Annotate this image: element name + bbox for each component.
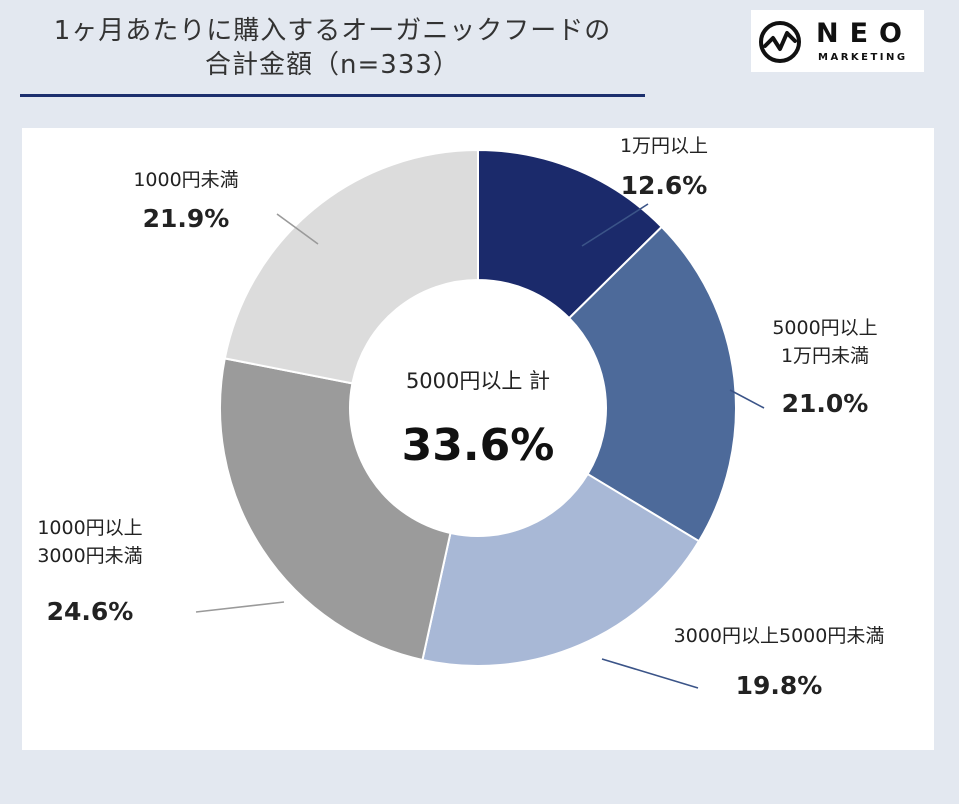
- leader-line-1: [581, 203, 649, 247]
- chart-title: 1ヶ月あたりに購入するオーガニックフードの 合計金額（n=333）: [20, 14, 645, 82]
- slice-label-value-5: 21.9%: [143, 204, 230, 233]
- slice-label-name-2: 5000円以上: [772, 317, 877, 339]
- slice-2: [567, 225, 737, 543]
- slice-label-value-3: 19.8%: [736, 671, 823, 700]
- donut-chart: 1万円以上 12.6% 5000円以上 1万円未満 21.0% 3000円以上5000円未…: [37, 135, 885, 700]
- leader-line-2: [729, 389, 765, 409]
- slice-label-name-5: 1000円未満: [133, 169, 238, 191]
- center-value: 33.6%: [402, 420, 555, 471]
- leader-line-4: [195, 601, 285, 613]
- logo-wordmark: NEO: [816, 18, 913, 49]
- slice-5: [223, 148, 479, 385]
- slice-label-name-4: 1000円以上: [37, 517, 142, 539]
- title-underline: [20, 94, 645, 97]
- slice-label-value-1: 12.6%: [621, 171, 708, 200]
- logo-subtitle: MARKETING: [818, 52, 908, 63]
- chart-title-line1: 1ヶ月あたりに購入するオーガニックフードの: [53, 16, 612, 46]
- leader-line-5: [276, 213, 319, 245]
- slice-label-value-2: 21.0%: [782, 389, 869, 418]
- slice-label-name-2: 1万円未満: [781, 345, 869, 367]
- slice-4: [219, 357, 452, 662]
- slice-1: [477, 148, 664, 320]
- slice-label-name-4: 3000円未満: [37, 545, 142, 567]
- slice-label-name-3: 3000円以上5000円未満: [674, 625, 885, 647]
- neo-marketing-logo: NEO MARKETING: [751, 10, 924, 72]
- center-label: 5000円以上 計: [406, 369, 550, 393]
- slice-label-value-4: 24.6%: [47, 597, 134, 626]
- pulse-circle-icon: [759, 21, 801, 63]
- chart-title-line2: 合計金額（n=333）: [205, 50, 460, 80]
- slice-label-name-1: 1万円以上: [620, 135, 708, 157]
- slice-3: [421, 472, 701, 667]
- leader-line-3: [601, 658, 699, 689]
- chart-panel: 1万円以上 12.6% 5000円以上 1万円未満 21.0% 3000円以上5000円未…: [22, 128, 934, 750]
